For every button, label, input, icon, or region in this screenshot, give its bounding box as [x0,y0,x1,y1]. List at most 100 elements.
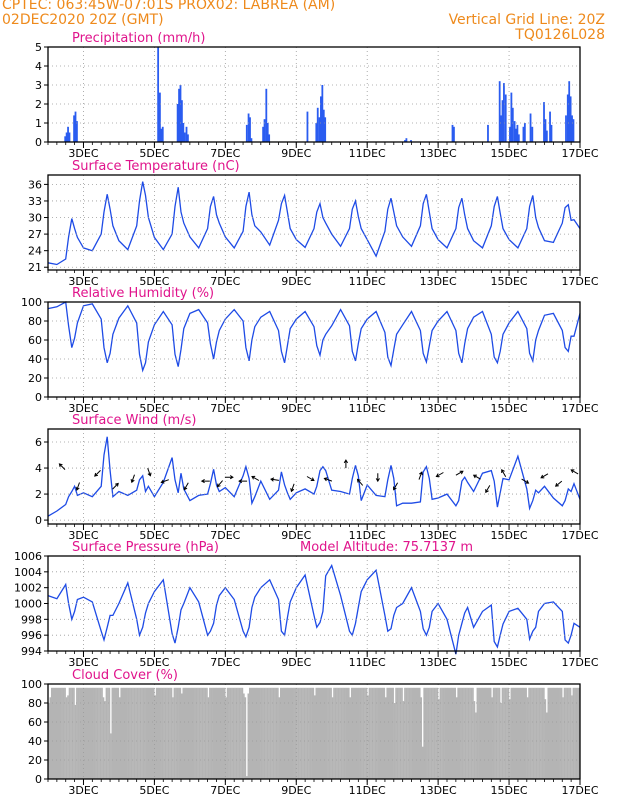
precip-xtick-label: 13DEC [420,147,457,160]
precip-bar [178,88,180,142]
cloud-bar [557,687,560,779]
cloud-title: Cloud Cover (%) [72,668,178,683]
cloud-bar [473,701,476,779]
cloud-bar [454,687,457,779]
precip-bar [501,100,504,142]
cloud-bar [284,687,287,779]
wind-xtick-label: 13DEC [420,529,457,542]
cloud-bar [308,687,310,779]
cloud-bar [483,687,486,779]
cloud-bar [312,687,315,779]
wind-arrow [290,483,295,493]
cloud-bar [123,687,125,779]
pres-ytick-label: 1004 [14,566,42,579]
rh-xtick-label: 5DEC [139,402,169,415]
header-station: CPTEC: 063:45W-07:01S PROX02: LABREA (AM… [2,0,336,13]
cloud-bar [166,687,168,779]
precip-bar [405,138,408,142]
cloud-ytick-label: 100 [21,678,42,691]
precip-bar [503,83,505,142]
precip-bar [161,126,164,142]
cloud-bar [260,687,263,779]
wind-xtick-label: 9DEC [281,529,311,542]
cloud-bar [509,699,511,779]
cloud-bar [546,712,548,779]
cloud-bar [482,687,485,779]
cloud-xtick-label: 13DEC [420,784,457,797]
cloud-bar [126,687,128,779]
cloud-bar [365,687,368,779]
precip-ytick-label: 5 [35,41,42,54]
cloud-bar [390,687,393,779]
cloud-bar [464,687,467,779]
cloud-bar [427,687,430,779]
cloud-bar [154,695,157,779]
cloud-bar [574,687,576,779]
cloud-bar [293,687,295,779]
wind-arrow [323,477,333,482]
cloud-bar [170,687,173,779]
cloud-bar [517,687,520,779]
cloud-bar [86,687,89,779]
cloud-bar [201,687,204,779]
cloud-bar [442,687,445,779]
cloud-bar [377,687,380,779]
pres-line [47,563,581,655]
cloud-bar [71,687,74,779]
cloud-bar [475,712,477,779]
cloud-bar [566,687,569,779]
temp-xtick-label: 7DEC [210,275,240,288]
cloud-xtick-label: 7DEC [210,784,240,797]
cloud-bar [64,687,66,779]
cloud-bar [243,693,245,779]
precip-bar [315,123,318,142]
cloud-bar [436,687,439,779]
cloud-bar [358,687,360,779]
cloud-bar [246,776,248,779]
cloud-bar [472,687,474,779]
pres-ytick-label: 1006 [14,550,42,563]
wind-arrow [75,482,80,491]
precip-xtick-label: 15DEC [491,147,528,160]
rh-line [47,300,581,373]
precip-bar [531,126,534,142]
wind-arrow [238,478,248,484]
cloud-bar [157,687,159,779]
cloud-bar [296,687,298,779]
cloud-bar [356,687,359,779]
cloud-bar [361,687,363,779]
precip-bar [74,111,77,142]
wind-xtick-label: 7DEC [210,529,240,542]
cloud-bar [393,703,396,779]
cloud-bar [522,687,524,779]
cloud-bar [402,701,405,779]
cloud-bar [449,687,452,779]
wind-arrow [183,482,189,491]
cloud-bar [148,687,151,779]
pres-annotation: Model Altitude: 75.7137 m [300,540,473,555]
cloud-bar [115,687,118,779]
precip-bar [504,94,507,142]
precip-bar [509,126,511,142]
pres-xtick-label: 5DEC [139,656,169,669]
cloud-bar [68,687,71,779]
precip-bar [306,111,309,142]
precip-bar [543,102,545,142]
wind-arrow [435,472,444,478]
pres-xtick-label: 13DEC [420,656,457,669]
cloud-bar [467,687,470,779]
wind-panel: Surface Wind (m/s) 0 2 4 6 3DEC 5DEC 7DEC 9DEC 11… [35,413,599,542]
precip-bar [64,136,67,142]
cloud-bar [287,687,290,779]
cloud-bar [291,687,294,779]
cloud-bar [181,693,183,779]
cloud-bar [495,687,498,779]
cloud-bar [503,687,505,779]
cloud-bar [263,687,266,779]
cloud-bar [553,687,556,779]
cloud-bar [451,687,454,779]
precip-bar [76,121,78,142]
cloud-bar [478,687,480,779]
cloud-bar [368,687,371,779]
precip-bar [500,115,502,142]
